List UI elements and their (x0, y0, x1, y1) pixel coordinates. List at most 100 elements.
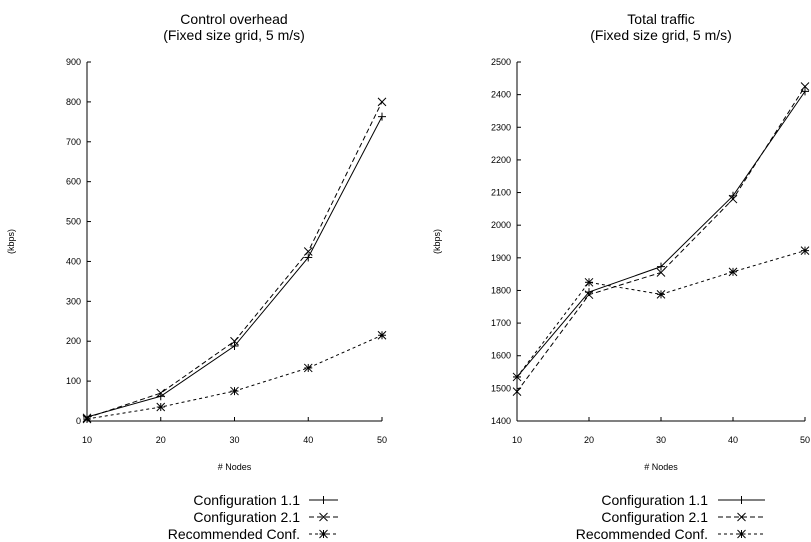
chart-1-subtitle: (Fixed size grid, 5 m/s) (163, 27, 305, 43)
chart-2-y-axis-label: (kbps) (432, 229, 442, 254)
chart-2-y-tick-label: 1500 (491, 383, 511, 393)
chart-2-x-tick-label: 40 (728, 435, 738, 445)
chart-2-series-2-point (800, 82, 810, 91)
chart-2-series-1-line (516, 91, 806, 378)
chart-2-y-tick-label: 1700 (491, 318, 511, 328)
chart-2-series-3-point (512, 372, 522, 382)
chart-1-series-2-point (230, 336, 239, 346)
chart-2-y-tick-label: 2500 (491, 57, 511, 67)
chart-2-series-2-point-d2 (584, 290, 594, 300)
chart-1-y-tick-label: 800 (66, 97, 81, 107)
chart-2-legend-marker-d2 (737, 529, 746, 539)
chart-1-y-tick-label: 700 (66, 137, 81, 147)
chart-1-x-tick-label: 10 (82, 435, 92, 445)
chart-2-series-2-point (584, 290, 594, 300)
chart-1-y-tick-label: 600 (66, 177, 81, 187)
chart-2-x-tick-label: 50 (800, 435, 810, 445)
chart-2-legend-marker (737, 496, 746, 504)
chart-1-y-tick-label: 400 (66, 256, 81, 266)
chart-1-legend-label: Configuration 2.1 (193, 509, 300, 525)
chart-2-subtitle: (Fixed size grid, 5 m/s) (590, 27, 732, 43)
chart-2-y-tick-label: 1800 (491, 285, 511, 295)
chart-1-series-3-point (303, 363, 313, 373)
chart-1-legend-marker (319, 512, 328, 522)
chart-1: Control overhead(Fixed size grid, 5 m/s)… (6, 11, 387, 542)
chart-1-series-2-point-d2 (303, 247, 313, 256)
chart-1-x-tick-label: 50 (377, 435, 387, 445)
chart-2-legend-marker (737, 512, 746, 522)
chart-1-legend-marker-d2 (319, 512, 328, 522)
chart-2-x-axis-label: # Nodes (644, 462, 678, 472)
chart-1-series-3-point-d2 (303, 363, 313, 373)
chart-2-y-tick-label: 1900 (491, 253, 511, 263)
chart-1-legend-label: Configuration 1.1 (193, 492, 300, 508)
chart-1-legend-marker (319, 496, 328, 504)
chart-1-y-tick-label: 900 (66, 57, 81, 67)
chart-1-series-2-point-d2 (156, 388, 166, 398)
chart-1-x-tick-label: 40 (303, 435, 313, 445)
chart-1-series-2-line (86, 101, 383, 419)
chart-1-title: Control overhead (180, 11, 287, 27)
chart-1-series-1-point (304, 253, 313, 262)
chart-2: Total traffic(Fixed size grid, 5 m/s) 140… (432, 11, 810, 542)
chart-1-legend-marker (319, 529, 328, 539)
chart-1-series-3-point (82, 414, 92, 424)
chart-2-legend-marker (737, 529, 746, 539)
chart-2-series-3-point-d2 (584, 277, 594, 287)
chart-1-series-2-point (377, 97, 387, 107)
chart-2-series-3-point (584, 277, 594, 287)
chart-2-series-2-point-d2 (656, 268, 666, 277)
chart-1-y-tick-label: 200 (66, 336, 81, 346)
chart-1-x-axis-label: # Nodes (218, 462, 252, 472)
chart-2-y-tick-label: 1600 (491, 351, 511, 361)
chart-2-y-tick-label: 2300 (491, 122, 511, 132)
chart-2-y-tick-label: 1400 (491, 416, 511, 426)
chart-2-y-tick-label: 2000 (491, 220, 511, 230)
chart-2-x-tick-label: 10 (512, 435, 522, 445)
chart-1-y-axis-label: (kbps) (6, 229, 16, 254)
chart-2-series-2-point-d2 (512, 387, 522, 396)
chart-2-series-2-line (516, 86, 806, 392)
chart-1-y-tick-label: 100 (66, 376, 81, 386)
chart-1-legend-label: Recommended Conf. (168, 526, 300, 542)
chart-1-series-3-point-d2 (82, 414, 92, 424)
chart-2-x-tick-label: 20 (584, 435, 594, 445)
chart-2-series-3-point-d2 (728, 267, 738, 277)
chart-1-series-2-point-d2 (377, 97, 387, 107)
chart-2-series-2-point-d2 (800, 82, 810, 91)
chart-2-legend-label: Recommended Conf. (576, 526, 708, 542)
chart-1-series-1-point (378, 112, 386, 121)
chart-1-series-3-point-d2 (230, 386, 239, 396)
chart-2-series-3-point (728, 267, 738, 277)
chart-1-legend-marker-d2 (319, 529, 328, 539)
chart-2-series-2-point (656, 268, 666, 277)
chart-1-y-tick-label: 300 (66, 296, 81, 306)
chart-1-series-1-line (86, 116, 383, 418)
chart-2-series-3-point-d2 (800, 246, 810, 255)
chart-2-y-tick-label: 2400 (491, 90, 511, 100)
chart-2-y-tick-label: 2200 (491, 155, 511, 165)
chart-2-legend-label: Configuration 1.1 (601, 492, 708, 508)
chart-1-series-3-point (230, 386, 239, 396)
chart-2-series-2-point (512, 387, 522, 396)
chart-1-x-tick-label: 30 (229, 435, 239, 445)
chart-2-series-3-line (516, 250, 806, 378)
chart-1-series-3-point-d2 (156, 402, 166, 412)
chart-1-series-2-point (156, 388, 166, 398)
chart-2-legend-marker-d2 (737, 512, 746, 522)
chart-2-y-tick-label: 2100 (491, 188, 511, 198)
chart-2-series-2-point (728, 194, 738, 204)
chart-1-series-3-point (377, 330, 387, 340)
chart-2-series-3-point-d2 (512, 372, 522, 382)
chart-2-series-3-point (656, 290, 666, 299)
chart-2-legend-label: Configuration 2.1 (601, 509, 708, 525)
chart-2-title: Total traffic (627, 11, 694, 27)
chart-2-x-tick-label: 30 (656, 435, 666, 445)
chart-1-series-2-point-d2 (230, 336, 239, 346)
chart-2-series-3-point-d2 (656, 290, 666, 299)
chart-1-y-tick-label: 500 (66, 217, 81, 227)
chart-2-series-1-point (657, 262, 665, 271)
chart-1-series-3-point-d2 (377, 330, 387, 340)
chart-1-series-1-point (230, 342, 239, 351)
